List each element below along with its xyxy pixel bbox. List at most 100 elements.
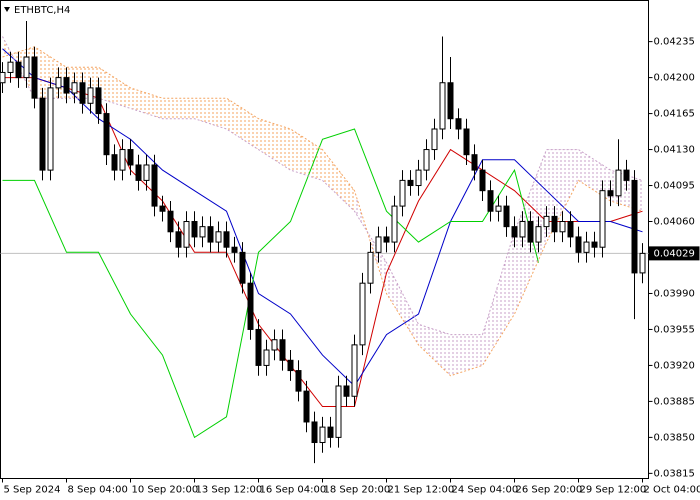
candle-body — [343, 385, 350, 397]
y-tick-label: 0.04130 — [654, 145, 695, 156]
candle-body — [287, 359, 294, 372]
candle-body — [47, 87, 54, 171]
candle-body — [391, 205, 398, 243]
candle-body — [191, 221, 198, 238]
y-tick-label: 0.04200 — [654, 73, 695, 84]
y-tick-label: 0.03955 — [654, 324, 695, 335]
cloud-segment — [258, 118, 291, 171]
symbol-menu-icon — [4, 7, 10, 12]
candle-body — [247, 282, 254, 330]
candle-body — [599, 190, 606, 248]
candle-body — [159, 205, 166, 212]
candle-body — [447, 82, 454, 120]
x-tick-label: 5 Sep 2024 — [4, 485, 61, 496]
cloud-segment — [322, 149, 355, 212]
candle-body — [503, 205, 510, 228]
candle-body — [519, 221, 526, 238]
candle-body — [31, 56, 38, 99]
candle-body — [623, 169, 630, 181]
y-tick-label: 0.04165 — [654, 109, 695, 120]
cloud-segment — [450, 334, 483, 376]
candle-body — [615, 169, 622, 197]
candle-body — [591, 241, 598, 248]
candle-body — [39, 97, 46, 171]
candle-body — [327, 426, 334, 438]
y-tick-label: 0.03885 — [654, 396, 695, 407]
candle-body — [175, 231, 182, 248]
y-tick-label: 0.03815 — [654, 468, 695, 479]
candle-body — [295, 370, 302, 392]
candle-body — [351, 344, 358, 397]
candle-body — [535, 226, 542, 243]
candle-body — [543, 215, 550, 228]
chart-title: ETHBTC,H4 — [14, 5, 70, 16]
candle-body — [207, 226, 214, 243]
candle-body — [223, 231, 230, 248]
cloud-segment — [290, 128, 323, 181]
candle-body — [407, 179, 414, 187]
candle-body — [567, 221, 574, 238]
x-tick-label: 8 Sep 04:00 — [68, 485, 128, 496]
candle-body — [15, 61, 22, 79]
candle-body — [335, 385, 342, 438]
candle-body — [79, 82, 86, 104]
candle-body — [559, 221, 566, 233]
candle-body — [303, 390, 310, 423]
candle-body — [167, 210, 174, 233]
candle-body — [471, 154, 478, 171]
x-tick-label: 24 Sep 04:00 — [452, 485, 519, 496]
x-tick-label: 29 Sep 12:00 — [580, 485, 647, 496]
candle-body — [87, 87, 94, 104]
candle-body — [143, 164, 150, 181]
y-tick-label: 0.04060 — [654, 217, 695, 228]
candle-body — [7, 61, 14, 73]
candle-body — [415, 169, 422, 187]
candle-body — [631, 179, 638, 274]
y-tick-label: 0.03990 — [654, 288, 695, 299]
indicator-line — [2, 36, 643, 336]
cloud-segment — [226, 98, 259, 150]
candle-body — [399, 179, 406, 207]
y-tick-label: 0.03850 — [654, 432, 695, 443]
x-tick-label: 21 Sep 12:00 — [388, 485, 455, 496]
cloud-segment — [418, 324, 451, 376]
candle-body — [511, 226, 518, 238]
candle-body — [231, 246, 238, 253]
candle-body — [135, 164, 142, 181]
candle-body — [375, 236, 382, 253]
cloud-segment — [386, 262, 419, 345]
candle-body — [455, 118, 462, 130]
x-tick-label: 16 Sep 04:00 — [260, 485, 327, 496]
cloud-segment — [98, 67, 131, 109]
candle-body — [463, 128, 470, 156]
candle-body — [255, 328, 262, 366]
candle-body — [479, 169, 486, 192]
candle-body — [551, 215, 558, 233]
y-tick-label: 0.04235 — [654, 37, 695, 48]
candle-body — [319, 426, 326, 444]
candle-body — [95, 87, 102, 115]
candle-body — [607, 190, 614, 197]
candle-body — [183, 221, 190, 248]
candle-body — [71, 82, 78, 94]
candle-body — [271, 339, 278, 351]
candle-body — [239, 251, 246, 284]
cloud-segment — [162, 98, 195, 119]
candle-body — [199, 226, 206, 238]
candle-body — [151, 164, 158, 207]
x-tick-label: 10 Sep 20:00 — [132, 485, 199, 496]
candle-body — [583, 241, 590, 253]
candle-body — [103, 113, 110, 156]
candle-body — [111, 154, 118, 171]
x-tick-label: 13 Sep 12:00 — [196, 485, 263, 496]
candle-body — [383, 236, 390, 243]
cloud-segment — [130, 87, 163, 119]
indicator-line — [2, 128, 539, 439]
candle-body — [639, 252, 646, 274]
candle-body — [279, 339, 286, 361]
candle-body — [215, 231, 222, 243]
candle-body — [119, 149, 126, 171]
candle-body — [63, 77, 70, 94]
candle-body — [367, 251, 374, 284]
